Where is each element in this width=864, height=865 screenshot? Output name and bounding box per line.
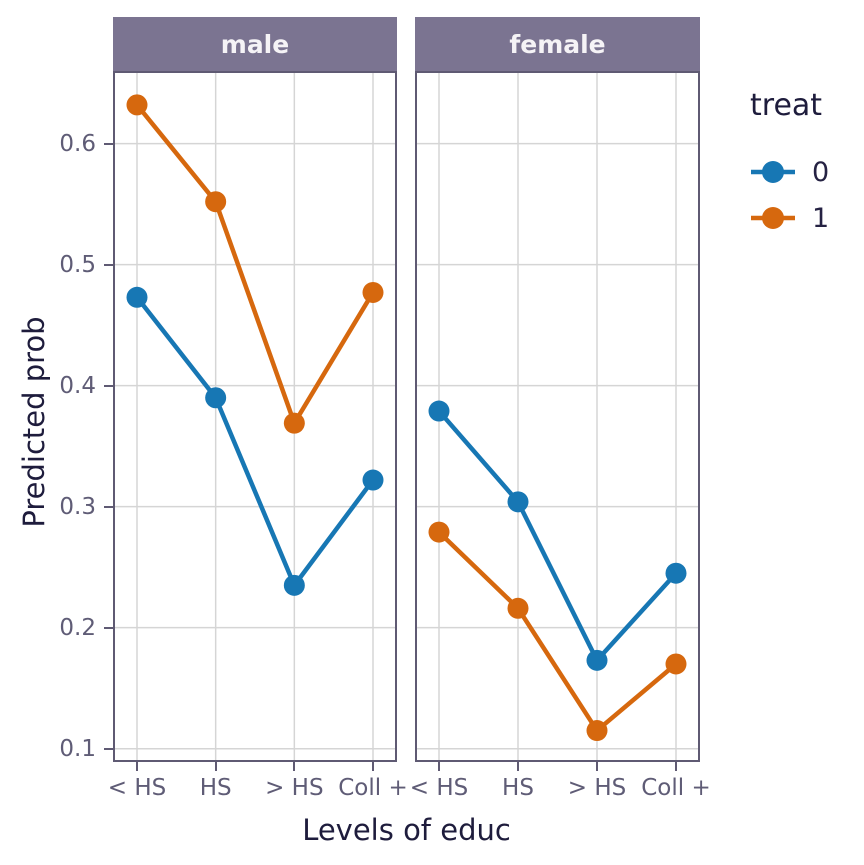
x-axis-tick — [438, 762, 440, 771]
y-axis-tick-label: 0.5 — [59, 251, 96, 278]
legend-item-label: 0 — [812, 156, 830, 188]
data-point-treat-1 — [428, 521, 450, 543]
y-axis-tick — [104, 505, 113, 508]
panel-border — [415, 71, 700, 762]
y-axis-tick-label: 0.4 — [59, 372, 96, 399]
x-axis-tick — [596, 762, 598, 771]
data-point-treat-1 — [665, 653, 687, 675]
y-axis-tick-label: 0.2 — [59, 614, 96, 641]
data-point-treat-1 — [126, 94, 148, 116]
facet-strip-label: male — [220, 29, 290, 59]
x-axis-tick-label: Coll + — [338, 775, 408, 801]
x-axis-tick — [675, 762, 677, 771]
series-line-treat-0 — [436, 408, 679, 665]
x-axis-tick — [372, 762, 374, 771]
y-axis-tick-label: 0.3 — [59, 493, 96, 520]
x-axis-tick-label: Coll + — [641, 775, 711, 801]
x-axis-tick — [214, 762, 217, 771]
x-axis-tick-label: HS — [502, 775, 534, 801]
data-point-treat-1 — [362, 281, 384, 303]
x-axis-tick-label: > HS — [265, 775, 324, 801]
y-axis-tick-label: 0.1 — [59, 735, 96, 762]
x-axis-tick-label: < HS — [107, 775, 167, 801]
y-axis-tick — [104, 142, 113, 145]
facet-strip-label: female — [509, 29, 606, 59]
data-point-treat-0 — [283, 574, 305, 596]
panel-female — [415, 71, 700, 762]
facet-strip-male: male — [113, 17, 397, 71]
data-point-treat-0 — [205, 387, 227, 409]
data-point-treat-0 — [362, 469, 384, 491]
panel-border — [113, 71, 397, 762]
x-axis-tick — [293, 762, 296, 771]
series-line-treat-1 — [134, 102, 376, 429]
data-point-treat-1 — [283, 412, 305, 434]
data-point-treat-1 — [507, 597, 529, 619]
x-axis-tick — [517, 762, 519, 771]
x-axis-tick — [136, 762, 138, 771]
x-axis-tick-label: < HS — [409, 775, 469, 801]
series-line-treat-0 — [134, 295, 376, 590]
data-point-treat-1 — [586, 720, 608, 742]
y-axis-tick — [104, 626, 113, 629]
legend-item-label: 1 — [812, 202, 830, 234]
legend-item-treat-0: 0 — [750, 149, 829, 195]
data-point-treat-0 — [126, 286, 148, 308]
legend-title: treat — [750, 88, 823, 123]
x-axis-tick-label: HS — [199, 775, 232, 801]
x-axis-title: Levels of educ — [302, 813, 511, 847]
data-point-treat-0 — [586, 649, 608, 671]
y-axis-tick — [104, 747, 113, 750]
data-point-treat-1 — [205, 191, 227, 213]
legend-item-treat-1: 1 — [750, 195, 829, 241]
legend-key-icon — [751, 207, 795, 229]
y-axis-tick — [104, 263, 113, 266]
data-point-treat-0 — [507, 491, 529, 513]
legend-key-icon — [751, 161, 795, 183]
panel-male — [113, 71, 397, 762]
x-axis-tick-label: > HS — [567, 775, 627, 801]
legend-key-point — [762, 207, 784, 229]
data-point-treat-0 — [665, 562, 687, 584]
data-point-treat-0 — [428, 400, 450, 422]
facet-strip-female: female — [415, 17, 700, 71]
y-axis-tick — [104, 384, 113, 387]
legend-key-point — [762, 161, 784, 183]
y-axis-tick-label: 0.6 — [59, 130, 96, 157]
series-line-treat-1 — [436, 529, 679, 734]
